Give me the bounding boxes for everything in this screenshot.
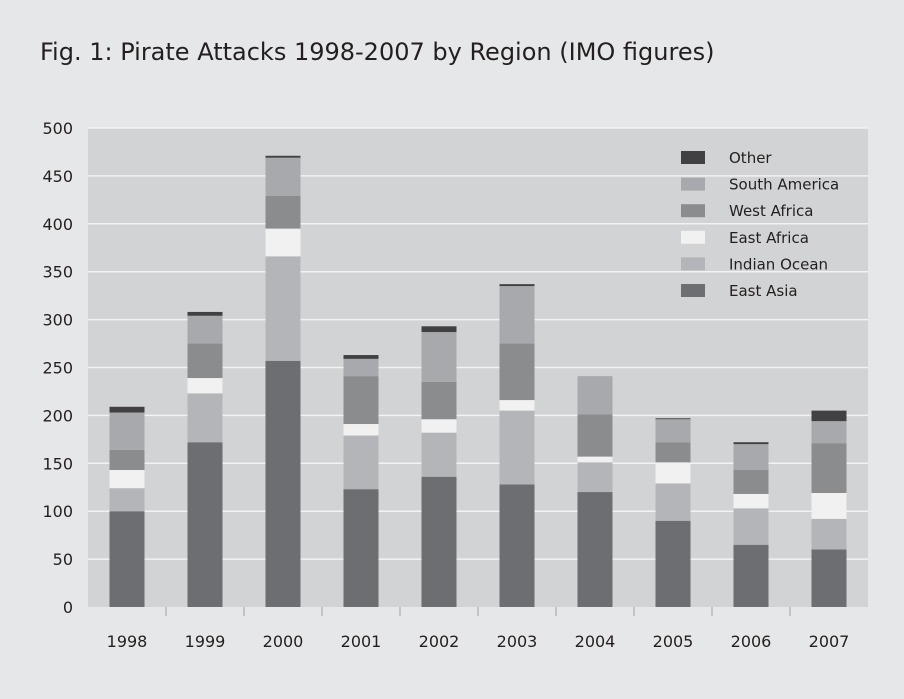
bar-segment-indian-ocean-2006 [733, 508, 769, 545]
bar-segment-west-africa-2005 [655, 442, 691, 463]
bar-segment-east-asia-2007 [811, 549, 847, 607]
bar-segment-east-asia-2002 [421, 476, 457, 607]
bar-segment-south-america-2001 [343, 358, 379, 377]
bar-segment-west-africa-2002 [421, 381, 457, 420]
bar-segment-indian-ocean-2000 [265, 256, 301, 361]
bar-segment-indian-ocean-2004 [577, 462, 613, 493]
bar-segment-south-america-2006 [733, 444, 769, 471]
bar-segment-other-2001 [343, 355, 379, 359]
y-tick-label: 300 [42, 311, 73, 330]
y-tick-label: 400 [42, 215, 73, 234]
bars [109, 155, 847, 607]
x-tick-label: 2000 [263, 632, 304, 651]
bar-segment-other-2003 [499, 284, 535, 287]
bar-segment-south-america-1998 [109, 412, 145, 450]
bar-segment-west-africa-2000 [265, 196, 301, 229]
bar-segment-west-africa-2007 [811, 443, 847, 493]
bar-segment-south-america-2002 [421, 332, 457, 382]
bar-segment-south-america-2000 [265, 157, 301, 197]
bar-segment-south-america-2005 [655, 419, 691, 443]
bar-segment-other-2005 [655, 418, 691, 420]
legend-swatch-west-africa [681, 204, 705, 218]
bar-segment-other-2000 [265, 155, 301, 158]
bar-segment-other-1998 [109, 406, 145, 413]
bar-segment-east-africa-1999 [187, 378, 223, 394]
legend-swatch-east-africa [681, 230, 705, 244]
y-tick-label: 250 [42, 359, 73, 378]
bar-segment-east-asia-2003 [499, 484, 535, 607]
bar-segment-other-2006 [733, 442, 769, 445]
bar-segment-indian-ocean-2001 [343, 435, 379, 490]
bar-segment-east-asia-1998 [109, 511, 145, 607]
bar-segment-west-africa-2003 [499, 343, 535, 401]
bar-segment-west-africa-2004 [577, 414, 613, 457]
legend-label: Indian Ocean [729, 255, 828, 273]
y-tick-label: 100 [42, 502, 73, 521]
bar-segment-indian-ocean-1998 [109, 488, 145, 512]
x-tick-label: 1998 [107, 632, 148, 651]
x-tick-label: 1999 [185, 632, 226, 651]
bar-segment-east-africa-2000 [265, 228, 301, 257]
bar-segment-east-africa-2006 [733, 493, 769, 509]
x-tick-label: 2007 [809, 632, 850, 651]
y-tick-label: 0 [63, 598, 73, 617]
bar-segment-east-africa-2001 [343, 424, 379, 436]
bar-segment-west-africa-2006 [733, 470, 769, 494]
y-tick-label: 200 [42, 406, 73, 425]
bar-segment-west-africa-2001 [343, 376, 379, 425]
bar-segment-east-africa-2005 [655, 462, 691, 484]
x-tick-label: 2001 [341, 632, 382, 651]
legend-label: Other [729, 149, 772, 167]
bar-segment-east-asia-2005 [655, 520, 691, 607]
y-axis-ticks: 0 50 100 150 200 250 300 350 400 450 500 [42, 119, 73, 617]
bar-segment-other-2007 [811, 410, 847, 422]
bar-segment-indian-ocean-2007 [811, 518, 847, 550]
bar-segment-other-1999 [187, 311, 223, 316]
bar-segment-west-africa-1999 [187, 343, 223, 379]
legend-swatch-east-asia [681, 284, 705, 297]
bar-segment-indian-ocean-2002 [421, 432, 457, 477]
bar-segment-indian-ocean-2005 [655, 483, 691, 521]
bar-segment-east-africa-1998 [109, 470, 145, 489]
x-tick-label: 2003 [497, 632, 538, 651]
bar-segment-east-asia-2001 [343, 489, 379, 607]
y-tick-label: 350 [42, 263, 73, 282]
y-tick-label: 50 [53, 550, 73, 569]
y-tick-label: 500 [42, 119, 73, 138]
legend-label: East Asia [729, 282, 798, 300]
bar-segment-east-asia-2000 [265, 360, 301, 607]
y-tick-label: 150 [42, 454, 73, 473]
bar-segment-other-2002 [421, 326, 457, 333]
bar-segment-west-africa-1998 [109, 449, 145, 471]
legend-swatch-indian-ocean [681, 257, 705, 271]
x-tick-label: 2005 [653, 632, 694, 651]
bar-segment-indian-ocean-1999 [187, 393, 223, 443]
legend-swatch-other [681, 151, 705, 164]
x-axis-ticks: 1998 1999 2000 2001 2002 2003 2004 2005 2006 2007 [107, 607, 850, 651]
bar-segment-south-america-2004 [577, 376, 613, 415]
bar-segment-east-asia-2006 [733, 544, 769, 607]
bar-segment-south-america-2003 [499, 286, 535, 344]
bar-segment-south-america-1999 [187, 315, 223, 344]
bar-segment-east-asia-2004 [577, 492, 613, 607]
legend-label: South America [729, 176, 839, 194]
legend-label: West Africa [729, 202, 813, 220]
bar-segment-indian-ocean-2003 [499, 410, 535, 485]
x-tick-label: 2006 [731, 632, 772, 651]
x-tick-label: 2002 [419, 632, 460, 651]
bar-segment-east-africa-2004 [577, 456, 613, 463]
legend-label: East Africa [729, 229, 809, 247]
x-tick-label: 2004 [575, 632, 616, 651]
legend: Other South America West Africa East Africa… [681, 149, 839, 300]
bar-segment-east-africa-2003 [499, 400, 535, 411]
bar-segment-east-africa-2002 [421, 419, 457, 433]
bar-segment-east-asia-1999 [187, 442, 223, 607]
chart-title: Fig. 1: Pirate Attacks 1998-2007 by Regi… [40, 38, 715, 66]
y-tick-label: 450 [42, 167, 73, 186]
legend-swatch-south-america [681, 177, 705, 191]
bar-segment-east-africa-2007 [811, 492, 847, 519]
bar-segment-south-america-2007 [811, 421, 847, 444]
